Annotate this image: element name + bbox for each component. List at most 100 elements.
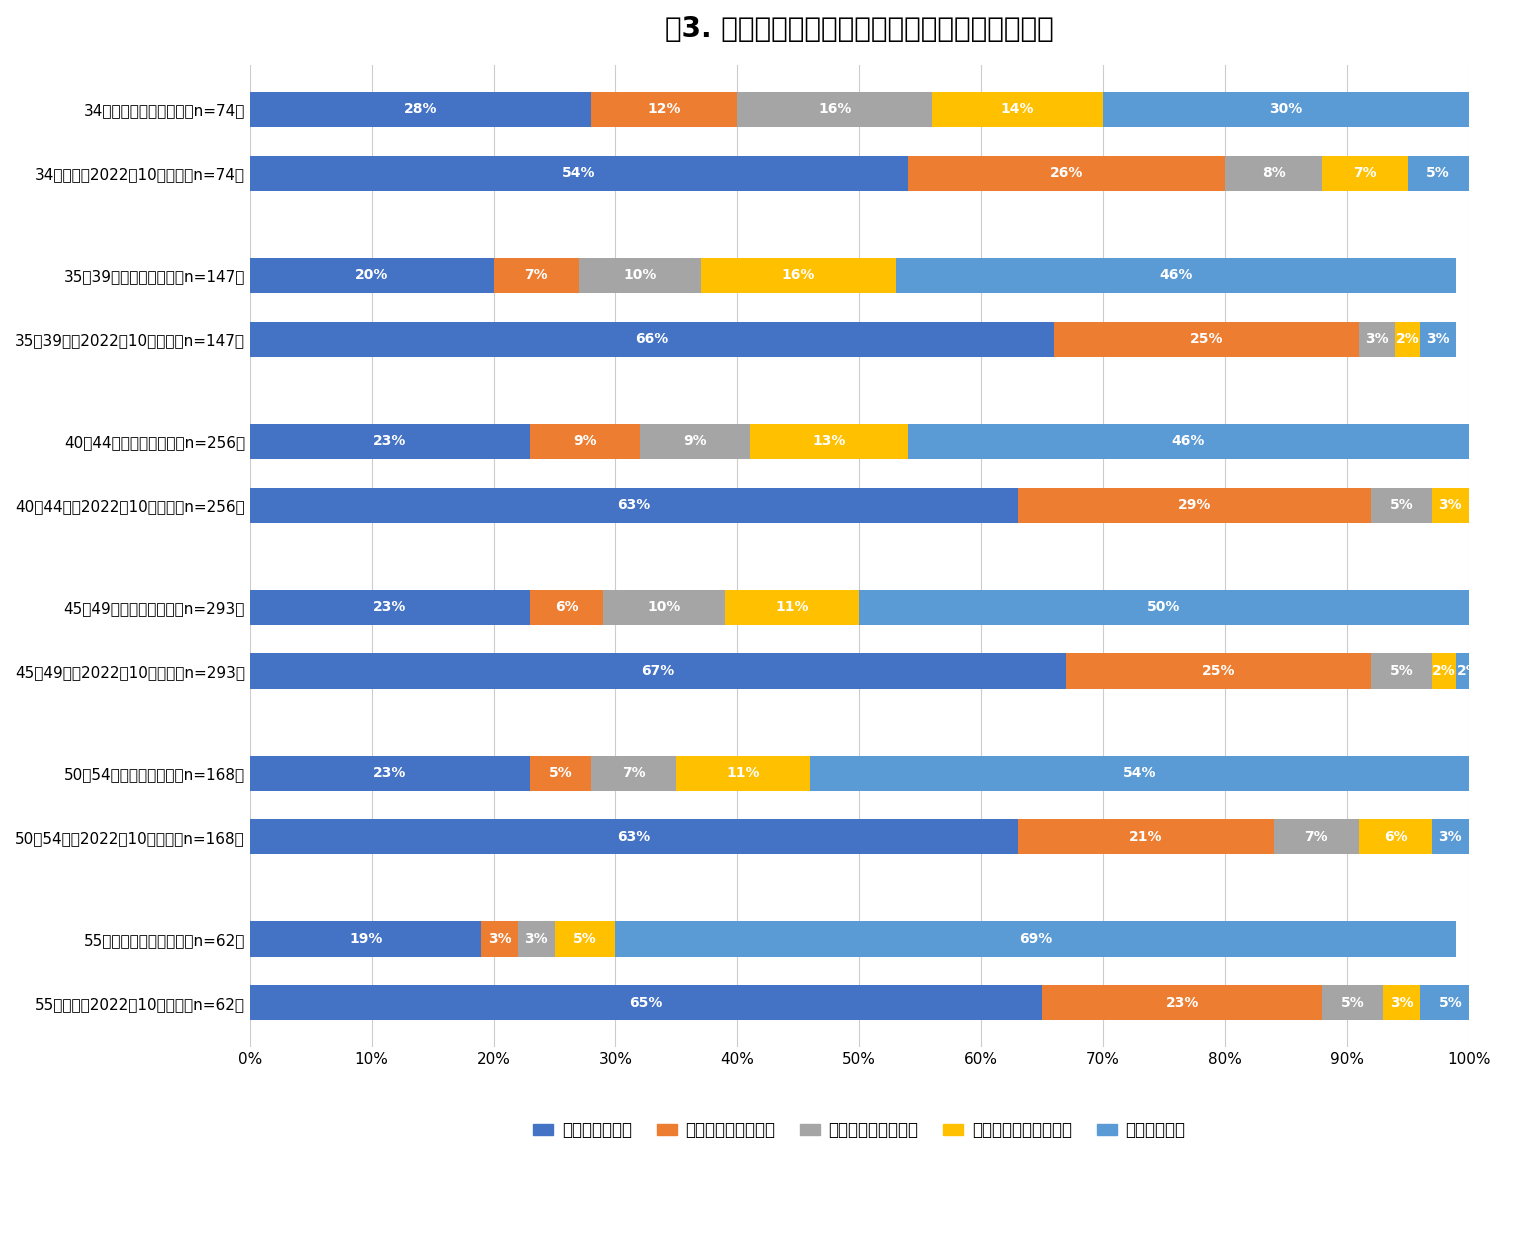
Bar bbox=[676, 756, 811, 791]
Text: 11%: 11% bbox=[726, 766, 760, 781]
Bar bbox=[250, 819, 1018, 854]
Text: 19%: 19% bbox=[350, 932, 383, 946]
Text: 63%: 63% bbox=[617, 829, 651, 844]
Bar bbox=[616, 922, 1457, 956]
Text: 50%: 50% bbox=[1147, 600, 1180, 615]
Text: 2%: 2% bbox=[1396, 332, 1419, 347]
Text: 10%: 10% bbox=[623, 268, 657, 282]
Bar bbox=[859, 590, 1469, 625]
Bar bbox=[1067, 653, 1371, 688]
Text: 21%: 21% bbox=[1129, 829, 1162, 844]
Bar bbox=[493, 258, 579, 293]
Text: 23%: 23% bbox=[374, 600, 407, 615]
Text: 28%: 28% bbox=[404, 102, 437, 116]
Bar bbox=[530, 590, 604, 625]
Bar bbox=[250, 488, 1018, 522]
Bar bbox=[530, 424, 640, 459]
Text: 16%: 16% bbox=[819, 102, 852, 116]
Bar bbox=[1431, 488, 1469, 522]
Text: 23%: 23% bbox=[1165, 996, 1198, 1010]
Bar bbox=[1419, 322, 1457, 357]
Bar bbox=[1395, 322, 1419, 357]
Text: 25%: 25% bbox=[1189, 332, 1224, 347]
Text: 20%: 20% bbox=[356, 268, 389, 282]
Bar bbox=[749, 424, 908, 459]
Bar bbox=[1457, 653, 1481, 688]
Text: 5%: 5% bbox=[1390, 498, 1413, 513]
Text: 54%: 54% bbox=[563, 166, 596, 181]
Bar bbox=[1042, 985, 1322, 1020]
Bar bbox=[250, 322, 1055, 357]
Bar bbox=[250, 922, 481, 956]
Text: 3%: 3% bbox=[1439, 498, 1462, 513]
Text: 3%: 3% bbox=[1365, 332, 1389, 347]
Bar bbox=[604, 590, 725, 625]
Bar bbox=[701, 258, 896, 293]
Bar bbox=[1371, 653, 1431, 688]
Bar bbox=[530, 756, 592, 791]
Bar bbox=[1226, 156, 1322, 191]
Text: 8%: 8% bbox=[1262, 166, 1286, 181]
Title: 図3. 外出時にマスクをつける頻度　（年齢層別）: 図3. 外出時にマスクをつける頻度 （年齢層別） bbox=[664, 15, 1053, 42]
Text: 9%: 9% bbox=[682, 434, 707, 448]
Bar bbox=[1018, 488, 1371, 522]
Text: 29%: 29% bbox=[1177, 498, 1210, 513]
Text: 5%: 5% bbox=[1390, 663, 1413, 678]
Text: 7%: 7% bbox=[622, 766, 646, 781]
Bar bbox=[592, 756, 676, 791]
Legend: 常につけている, ほとんどつけている, ときどきつけている, ほとんどつけていない, つけていない: 常につけている, ほとんどつけている, ときどきつけている, ほとんどつけていな… bbox=[527, 1115, 1192, 1146]
Text: 5%: 5% bbox=[1427, 166, 1449, 181]
Bar bbox=[1018, 819, 1274, 854]
Bar bbox=[250, 590, 530, 625]
Text: 7%: 7% bbox=[1353, 166, 1377, 181]
Text: 5%: 5% bbox=[549, 766, 572, 781]
Text: 5%: 5% bbox=[1439, 996, 1462, 1010]
Text: 23%: 23% bbox=[374, 766, 407, 781]
Bar bbox=[1322, 156, 1407, 191]
Text: 2%: 2% bbox=[1457, 663, 1481, 678]
Bar bbox=[1359, 819, 1431, 854]
Bar bbox=[1407, 156, 1469, 191]
Text: 3%: 3% bbox=[1390, 996, 1413, 1010]
Text: 14%: 14% bbox=[1002, 102, 1035, 116]
Text: 16%: 16% bbox=[782, 268, 816, 282]
Text: 3%: 3% bbox=[1427, 332, 1449, 347]
Text: 2%: 2% bbox=[1433, 663, 1456, 678]
Bar bbox=[1055, 322, 1359, 357]
Text: 25%: 25% bbox=[1201, 663, 1236, 678]
Text: 11%: 11% bbox=[776, 600, 809, 615]
Bar bbox=[250, 258, 493, 293]
Bar bbox=[932, 92, 1103, 127]
Bar bbox=[908, 424, 1469, 459]
Bar bbox=[250, 424, 530, 459]
Text: 66%: 66% bbox=[635, 332, 669, 347]
Text: 67%: 67% bbox=[642, 663, 675, 678]
Text: 7%: 7% bbox=[1304, 829, 1328, 844]
Bar bbox=[1419, 985, 1481, 1020]
Text: 10%: 10% bbox=[648, 600, 681, 615]
Bar bbox=[1103, 92, 1469, 127]
Bar bbox=[908, 156, 1226, 191]
Text: 69%: 69% bbox=[1020, 932, 1053, 946]
Bar bbox=[640, 424, 749, 459]
Text: 5%: 5% bbox=[1341, 996, 1365, 1010]
Bar bbox=[1274, 819, 1359, 854]
Text: 23%: 23% bbox=[374, 434, 407, 448]
Bar bbox=[250, 156, 908, 191]
Bar bbox=[555, 922, 616, 956]
Bar bbox=[1359, 322, 1395, 357]
Bar bbox=[517, 922, 555, 956]
Text: 5%: 5% bbox=[573, 932, 598, 946]
Bar bbox=[1322, 985, 1383, 1020]
Bar bbox=[1431, 819, 1469, 854]
Bar bbox=[1431, 653, 1457, 688]
Text: 6%: 6% bbox=[1384, 829, 1407, 844]
Bar bbox=[250, 653, 1067, 688]
Text: 3%: 3% bbox=[525, 932, 548, 946]
Bar bbox=[1469, 488, 1505, 522]
Text: 54%: 54% bbox=[1123, 766, 1156, 781]
Bar bbox=[592, 92, 737, 127]
Bar bbox=[250, 756, 530, 791]
Text: 7%: 7% bbox=[525, 268, 548, 282]
Text: 63%: 63% bbox=[617, 498, 651, 513]
